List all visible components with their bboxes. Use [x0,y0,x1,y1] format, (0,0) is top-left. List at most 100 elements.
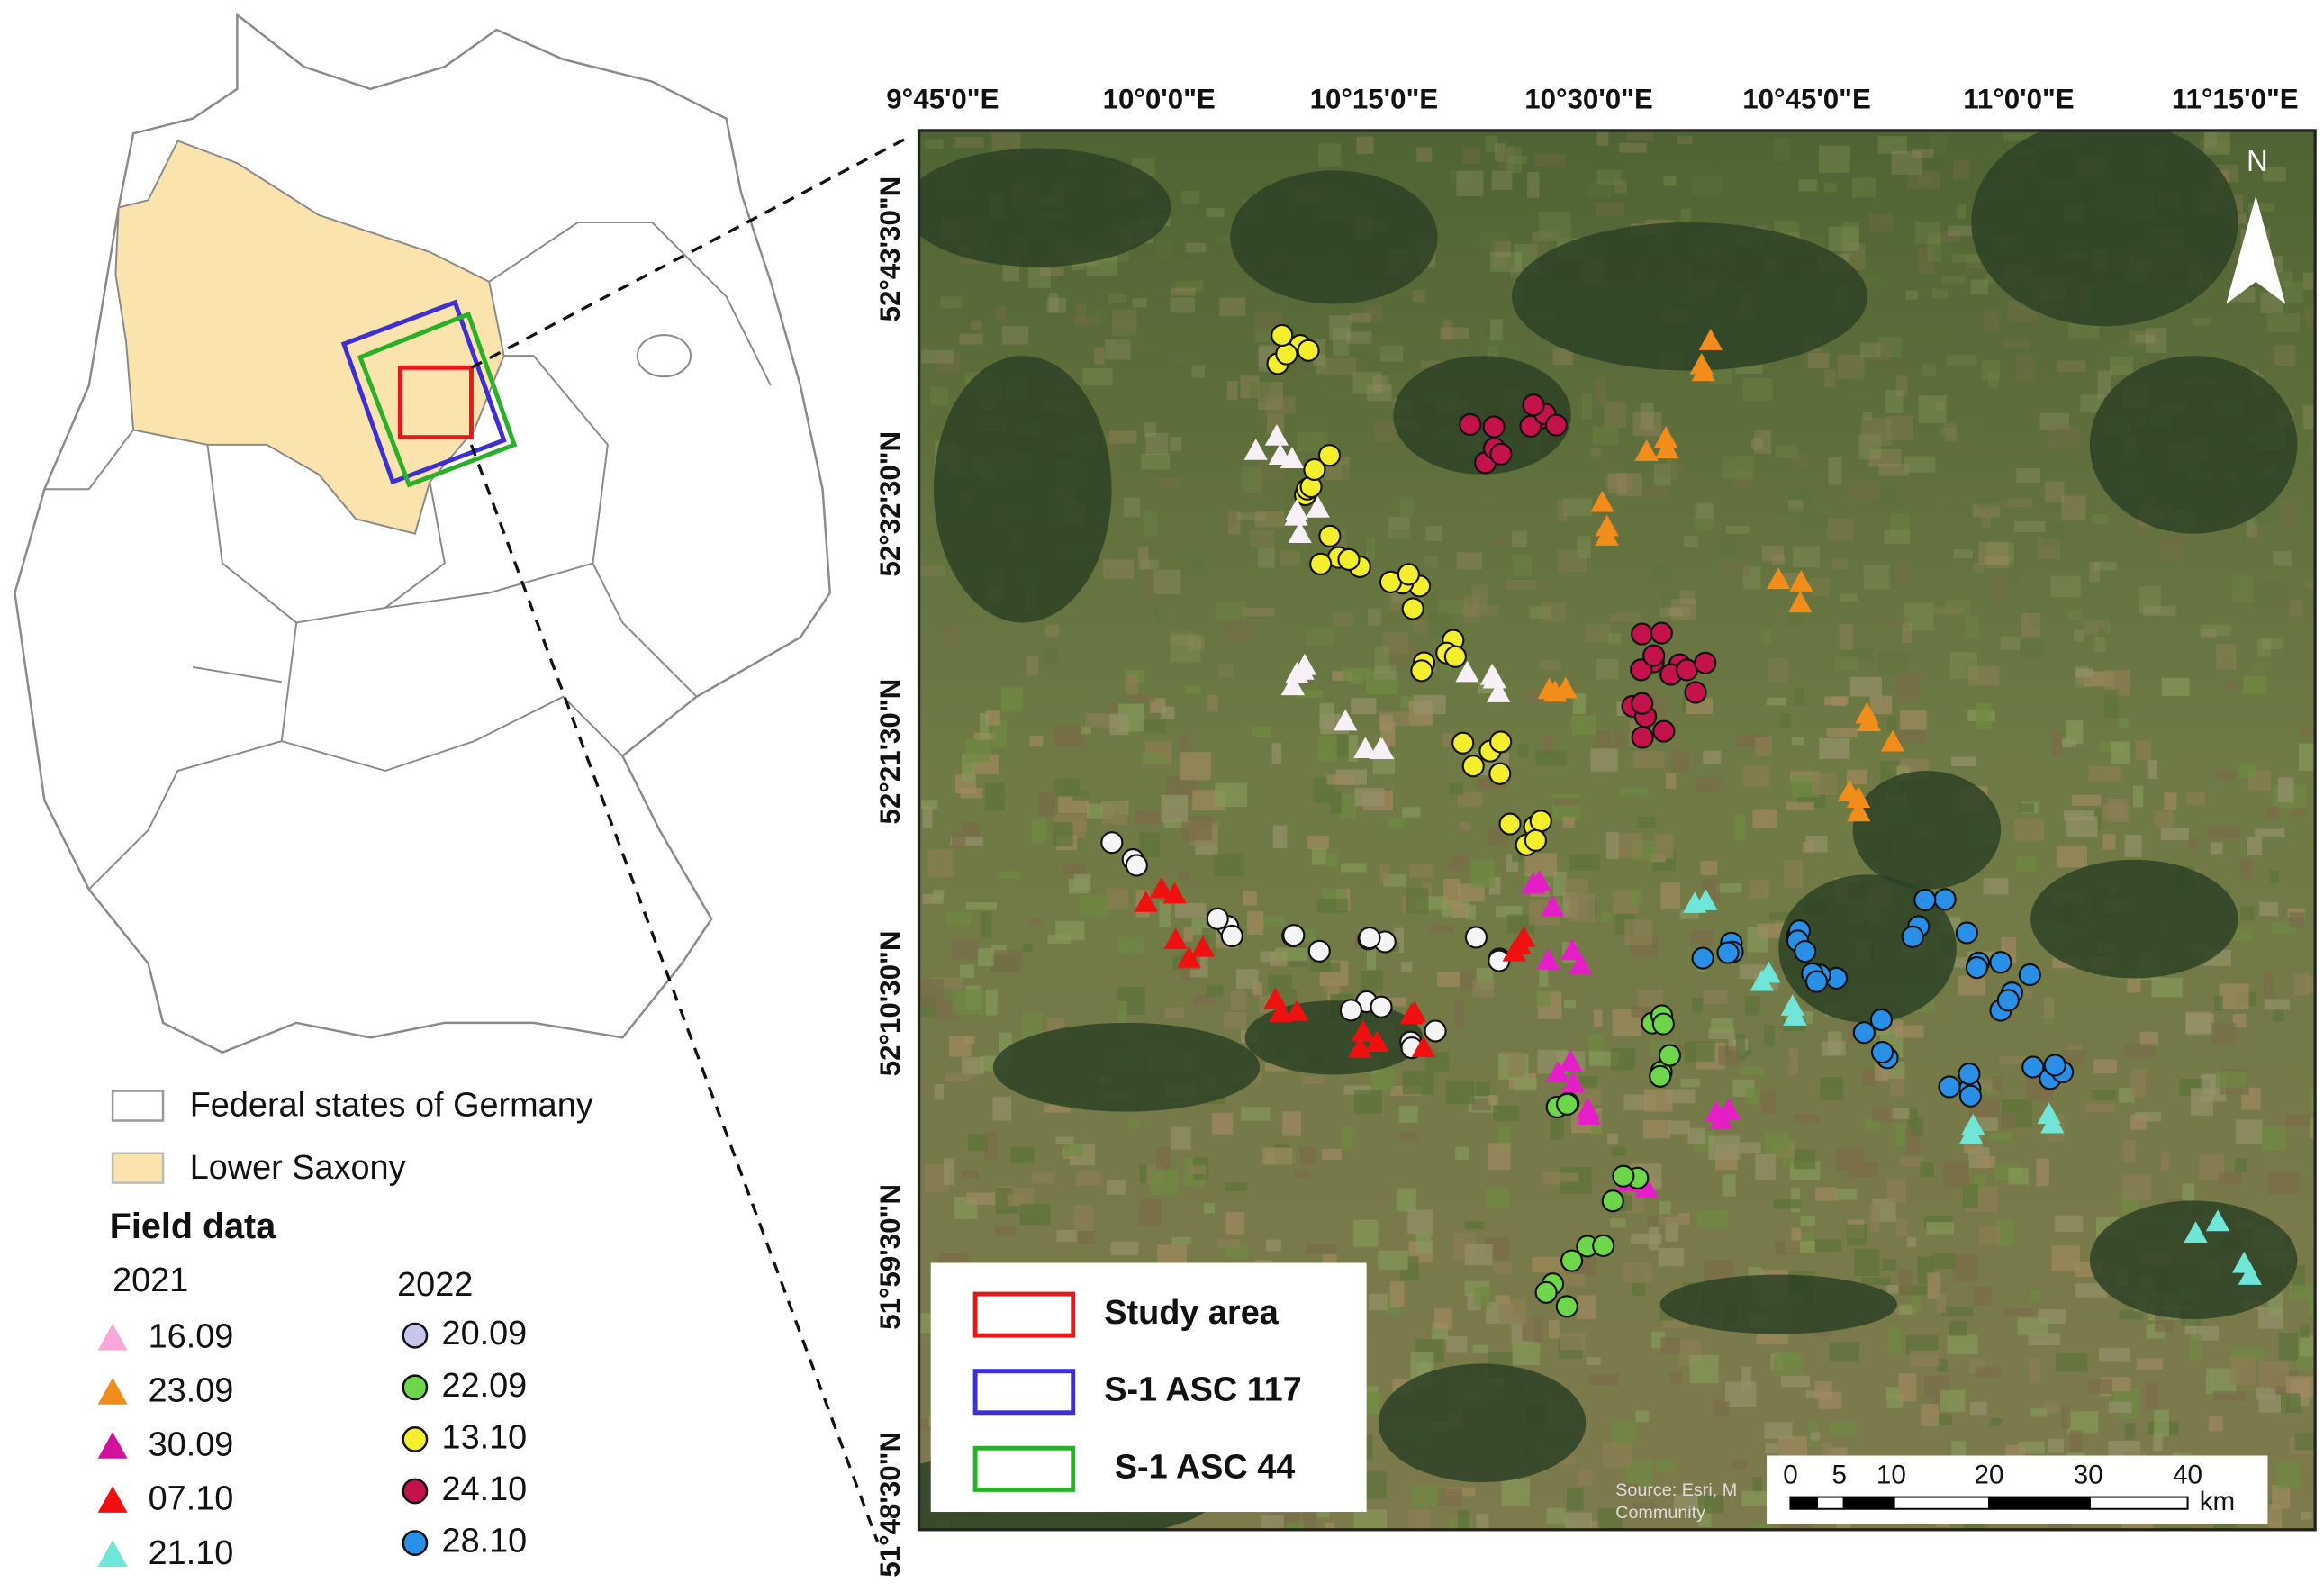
field-parcel [1578,1076,1598,1089]
field-parcel [1860,418,1892,447]
field-parcel [1947,225,1977,237]
field-point [1958,1122,1984,1144]
field-parcel [1138,547,1149,570]
field-parcel [2103,689,2119,718]
field-parcel [1117,936,1144,954]
field-parcel [1153,569,1181,594]
field-parcel [1756,1333,1788,1344]
field-parcel [1695,776,1722,792]
field-parcel [1128,1119,1140,1128]
field-parcel [1815,1187,1837,1201]
field-parcel [2161,677,2190,696]
field-parcel [1125,511,1142,522]
field-parcel [1045,624,1060,637]
field-parcel [2235,1158,2247,1173]
field-parcel [1171,630,1194,646]
field-parcel [1131,330,1162,348]
field-parcel [2215,771,2235,780]
field-parcel [1379,997,1406,1007]
field-parcel [2066,816,2098,837]
field-parcel [1364,304,1383,323]
field-parcel [1446,1335,1468,1353]
field-parcel [2091,1090,2117,1100]
field-parcel [1109,714,1129,736]
field-parcel [1766,697,1786,706]
field-point [2232,1251,2256,1273]
field-parcel [2270,594,2290,611]
field-parcel [1782,1521,1814,1530]
field-parcel [1614,179,1627,194]
legend-symbol [97,1378,128,1405]
field-point [1284,499,1309,520]
field-parcel [1828,1031,1842,1055]
field-parcel [1846,390,1878,417]
forest [1393,356,1571,475]
field-parcel [1298,414,1316,429]
field-parcel [2310,1117,2316,1138]
field-parcel [1826,727,1858,737]
field-parcel [2278,1332,2299,1361]
field-parcel [1373,665,1397,680]
scale-segment [1789,1496,1819,1510]
field-parcel [2030,1408,2047,1417]
field-parcel [2303,272,2316,290]
field-parcel [1450,170,1473,185]
field-parcel [1680,208,1691,223]
field-parcel [1692,175,1723,196]
field-parcel [930,386,948,405]
zoom-line [469,444,880,1542]
field-parcel [1691,930,1714,946]
field-point [1297,339,1320,362]
field-parcel [1590,748,1618,772]
field-parcel [1658,1247,1685,1267]
field-parcel [1965,253,1981,270]
field-point [1351,1019,1376,1042]
field-parcel [1108,701,1118,713]
field-parcel [1964,615,1980,639]
field-point [1370,737,1395,760]
field-parcel [1623,1262,1652,1283]
field-parcel [1775,1240,1801,1254]
field-parcel [1401,961,1413,973]
field-parcel [1750,439,1763,450]
field-parcel [1132,298,1147,308]
field-point [1264,424,1289,446]
field-parcel [2087,1379,2113,1394]
field-parcel [1539,659,1561,670]
field-parcel [1784,860,1803,888]
field-parcel [1563,1000,1576,1009]
field-parcel [2310,1088,2316,1114]
field-parcel [1840,593,1859,602]
field-parcel [2204,131,2217,149]
field-parcel [2028,603,2039,629]
field-parcel [1778,1352,1801,1362]
field-parcel [1495,1295,1510,1304]
field-parcel [1442,319,1453,341]
field-parcel [2212,1519,2238,1529]
field-parcel [1689,1354,1719,1384]
field-parcel [1082,367,1113,385]
field-parcel [1777,506,1810,515]
field-parcel [1139,832,1160,858]
field-point [1534,1280,1558,1304]
field-parcel [1798,179,1818,192]
field-parcel [960,964,975,978]
field-parcel [1828,1447,1848,1456]
field-parcel [1145,432,1169,456]
field-parcel [1542,735,1553,755]
field-parcel [1967,666,2000,686]
field-parcel [1415,1233,1432,1253]
field-parcel [1592,427,1619,446]
field-parcel [1366,537,1376,562]
field-parcel [1361,536,1373,552]
field-point [1788,591,1813,613]
field-parcel [1787,499,1804,512]
field-parcel [1077,308,1109,317]
field-parcel [1620,787,1649,795]
field-parcel [1407,1509,1431,1529]
field-parcel [1322,888,1347,899]
field-parcel [1204,1203,1215,1214]
field-parcel [1940,1307,1974,1316]
field-parcel [949,1036,972,1057]
field-parcel [1596,131,1609,146]
